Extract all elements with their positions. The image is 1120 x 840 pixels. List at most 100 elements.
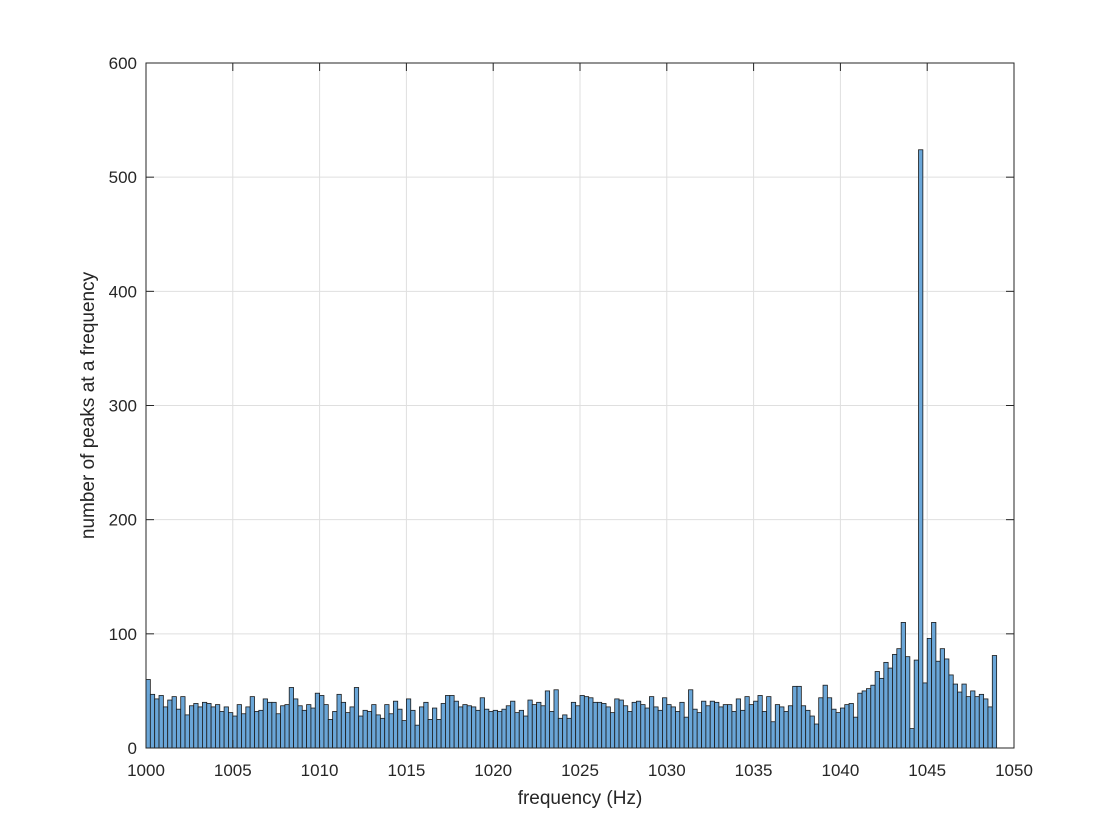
histogram-bar xyxy=(583,696,590,749)
histogram-bar xyxy=(197,706,203,749)
histogram-bar xyxy=(254,711,260,749)
histogram-bar xyxy=(419,706,425,749)
histogram-bar xyxy=(909,728,915,749)
histogram-bar xyxy=(731,711,737,749)
histogram-bar xyxy=(592,701,598,749)
histogram-bar xyxy=(874,671,880,749)
histogram-bar xyxy=(796,685,802,749)
x-tick-labels: 1000 1005 1010 1015 1020 1025 1030 1035 1040 1045… xyxy=(127,761,1033,780)
histogram-bar xyxy=(948,674,954,749)
histogram-bar xyxy=(618,699,624,749)
histogram-bar xyxy=(818,697,824,749)
histogram-bar xyxy=(432,707,438,749)
histogram-bar xyxy=(423,701,429,749)
histogram-bar xyxy=(866,688,872,749)
histogram-bar xyxy=(657,709,663,749)
histogram-bar xyxy=(336,693,342,749)
histogram-bar xyxy=(887,667,893,749)
histogram-bar xyxy=(835,712,841,749)
histogram-bar xyxy=(631,701,637,749)
histogram-bar xyxy=(662,697,668,749)
x-tick-label: 1050 xyxy=(995,761,1033,780)
histogram-bar xyxy=(258,709,264,749)
histogram-bar xyxy=(297,705,303,749)
histogram-bar xyxy=(770,721,776,749)
y-tick-label: 600 xyxy=(109,54,137,73)
histogram-bar xyxy=(879,677,885,749)
histogram-bar xyxy=(427,719,433,749)
histogram-bar xyxy=(688,689,694,749)
histogram-bar xyxy=(913,659,919,749)
histogram-bar xyxy=(562,714,568,749)
histogram-bar xyxy=(501,708,507,749)
histogram-bar xyxy=(831,708,837,749)
histogram-bar xyxy=(601,703,607,749)
histogram-bar xyxy=(957,691,963,749)
histogram-bar xyxy=(497,711,503,749)
histogram-bar xyxy=(228,712,234,749)
histogram-bar xyxy=(774,704,781,749)
histogram-bar xyxy=(553,689,559,749)
histogram-bar xyxy=(931,622,937,749)
histogram-bar xyxy=(531,704,538,749)
histogram-bar xyxy=(748,704,755,749)
histogram-bar xyxy=(145,679,151,749)
histogram-bar xyxy=(471,706,477,749)
histogram-bar xyxy=(323,704,329,749)
histogram-bar xyxy=(557,717,564,749)
x-tick-label: 1015 xyxy=(387,761,425,780)
y-tick-labels: 0 100 200 300 400 500 600 xyxy=(109,54,137,758)
histogram-bar xyxy=(892,653,898,749)
x-tick-label: 1000 xyxy=(127,761,165,780)
histogram-bar xyxy=(462,704,468,749)
histogram-bar xyxy=(640,704,646,749)
histogram-bar xyxy=(349,706,355,749)
histogram-bar xyxy=(202,701,208,749)
histogram-bar xyxy=(905,656,911,749)
histogram-bar xyxy=(705,705,711,749)
histogram-bar xyxy=(649,696,655,749)
y-tick-label: 100 xyxy=(109,625,137,644)
histogram-bar xyxy=(683,716,689,749)
histogram-bar xyxy=(596,701,603,749)
histogram-bar xyxy=(392,700,399,749)
grid-lines xyxy=(146,63,1014,748)
histogram-bar xyxy=(566,717,572,749)
histogram-bar xyxy=(800,705,807,749)
histogram-bar xyxy=(970,690,976,749)
x-tick-label: 1035 xyxy=(735,761,773,780)
histogram-bar xyxy=(510,700,516,749)
histogram-bar xyxy=(627,711,633,749)
histogram-bar xyxy=(171,696,177,749)
histogram-bar xyxy=(983,698,989,749)
histogram-bar xyxy=(484,708,490,749)
histogram-bar xyxy=(366,711,373,749)
histogram-bar xyxy=(319,695,325,749)
histogram-bar xyxy=(952,683,958,749)
histogram-bar xyxy=(779,706,785,749)
histogram-bar xyxy=(215,704,221,749)
histogram-bar xyxy=(588,697,594,749)
histogram-bar xyxy=(609,712,616,749)
histogram-bar xyxy=(679,701,685,749)
histogram-bar xyxy=(692,708,698,749)
histogram-bar xyxy=(184,714,190,749)
histogram-bar xyxy=(540,705,546,749)
histogram-bar xyxy=(757,695,763,749)
histogram-bar xyxy=(458,706,464,749)
histogram-bar xyxy=(340,701,347,749)
x-tick-label: 1010 xyxy=(301,761,339,780)
histogram-bar xyxy=(709,700,715,749)
histogram-bar xyxy=(249,696,255,749)
histogram-bar xyxy=(332,711,338,749)
histogram-bar xyxy=(414,724,420,749)
y-tick-label: 500 xyxy=(109,168,137,187)
histogram-bar xyxy=(536,701,542,749)
histogram-bar xyxy=(445,695,451,749)
histogram-bar xyxy=(475,709,481,749)
y-tick-label: 300 xyxy=(109,397,137,416)
histogram-bar xyxy=(761,711,768,749)
histogram-bar xyxy=(792,685,798,749)
histogram-bar xyxy=(219,711,225,749)
histogram-bar xyxy=(345,712,351,749)
